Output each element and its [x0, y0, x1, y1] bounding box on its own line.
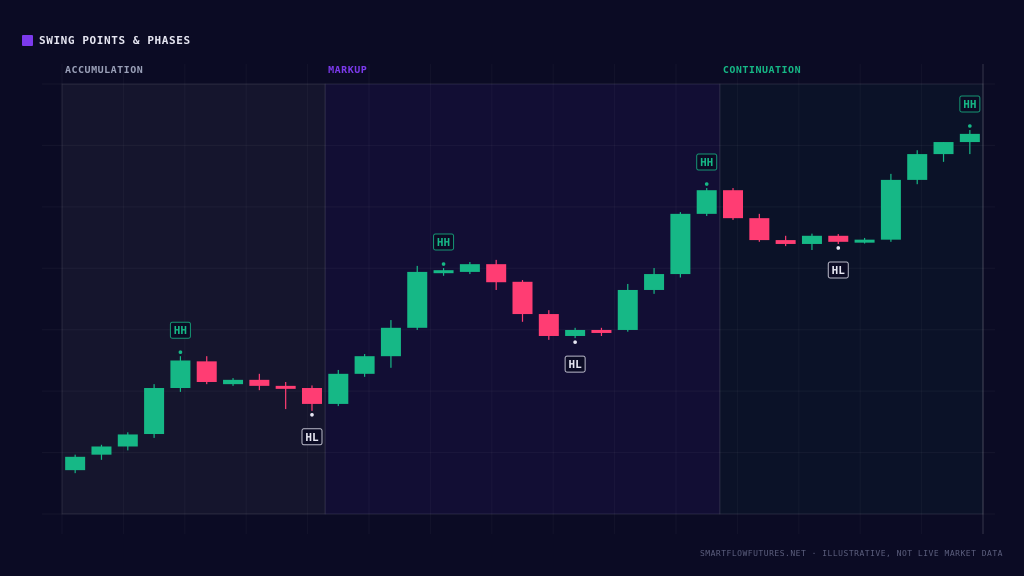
chart-title-group: SWING POINTS & PHASES [22, 34, 191, 47]
candle-bear [275, 385, 296, 389]
chart-title: SWING POINTS & PHASES [39, 34, 191, 47]
swing-label-box [301, 428, 323, 446]
candle-bull [801, 235, 822, 244]
candle-bull [144, 388, 165, 435]
candle-bull [459, 264, 480, 272]
candle-bull [354, 356, 375, 374]
phase-region-accumulation [61, 83, 326, 515]
candle-bull [170, 360, 191, 389]
swing-dot [178, 350, 183, 354]
swing-label-box [827, 261, 849, 279]
candle-bull [380, 327, 401, 357]
swing-label-box [696, 153, 718, 171]
swing-label-hl: HL [569, 358, 583, 371]
candle-bear [591, 329, 612, 333]
candle-bull [959, 133, 980, 143]
swing-dot [704, 182, 709, 186]
swing-label-hh: HH [174, 324, 187, 337]
candle-bull [117, 434, 138, 447]
candle-bull [880, 179, 901, 240]
candle-bull [907, 154, 928, 180]
candle-bull [670, 213, 691, 275]
candle-bear [249, 379, 270, 386]
phase-label-markup: MARKUP [328, 65, 367, 76]
candle-bear [828, 235, 849, 242]
phase-region-continuation [719, 83, 984, 515]
candle-bull [223, 379, 244, 385]
candle-bull [328, 373, 349, 404]
candle-bull [565, 329, 586, 336]
candle-bear [301, 388, 322, 404]
candle-bull [644, 274, 665, 290]
swing-label-hl: HL [305, 431, 319, 444]
swing-label-hh: HH [700, 156, 713, 169]
candle-bull [933, 142, 954, 155]
candle-bull [433, 270, 454, 274]
candle-bear [512, 281, 533, 315]
footer-credit: SMARTFLOWFUTURES.NET · ILLUSTRATIVE, NOT… [699, 549, 1003, 558]
swing-label-box [169, 321, 191, 339]
candle-bear [749, 218, 770, 241]
candle-bear [723, 190, 744, 219]
swing-dot [573, 340, 577, 344]
phase-label-continuation: CONTINUATION [723, 65, 801, 76]
swing-dot [968, 124, 972, 128]
swing-label-hh: HH [437, 236, 450, 249]
swing-dot [441, 262, 446, 266]
title-swatch-icon [22, 35, 33, 46]
candle-bull [65, 456, 86, 471]
candle-bull [696, 190, 717, 214]
swing-dot [836, 246, 841, 250]
candle-bull [407, 271, 428, 328]
candle-bear [775, 240, 796, 244]
swing-label-hh: HH [963, 98, 976, 111]
candle-bull [91, 446, 112, 455]
phase-label-accumulation: ACCUMULATION [65, 65, 143, 76]
swing-label-box [564, 355, 586, 373]
swing-label-box [433, 233, 455, 251]
candle-bear [486, 264, 507, 283]
swing-label-box [959, 95, 981, 113]
candle-bear [196, 361, 217, 382]
swing-dot [310, 413, 314, 417]
candle-bear [538, 314, 559, 336]
candle-bull [854, 239, 875, 243]
swing-label-hl: HL [832, 264, 846, 277]
candle-bull [617, 289, 638, 330]
